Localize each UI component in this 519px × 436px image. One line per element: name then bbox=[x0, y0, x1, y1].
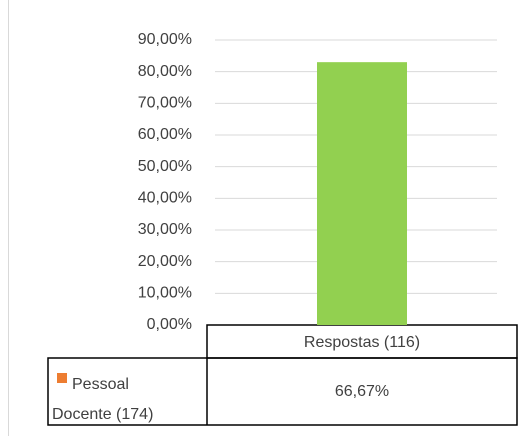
y-tick-label: 80,00% bbox=[138, 63, 192, 80]
y-tick-label: 30,00% bbox=[138, 221, 192, 238]
y-tick-label: 10,00% bbox=[138, 285, 192, 302]
y-tick-label: 70,00% bbox=[138, 95, 192, 112]
y-tick-label: 90,00% bbox=[138, 31, 192, 48]
legend-label: Pessoal Docente (174) bbox=[52, 376, 154, 423]
legend-marker bbox=[57, 373, 67, 383]
table-cell: 66,67% bbox=[335, 383, 389, 400]
y-tick-label: 60,00% bbox=[138, 126, 192, 143]
y-tick-label: 20,00% bbox=[138, 253, 192, 270]
bar bbox=[317, 62, 407, 326]
y-tick-label: 40,00% bbox=[138, 190, 192, 207]
table-row bbox=[47, 357, 518, 426]
y-tick-label: 0,00% bbox=[147, 316, 192, 333]
x-tick-label: Respostas (116) bbox=[304, 334, 420, 351]
y-tick-label: 50,00% bbox=[138, 158, 192, 175]
